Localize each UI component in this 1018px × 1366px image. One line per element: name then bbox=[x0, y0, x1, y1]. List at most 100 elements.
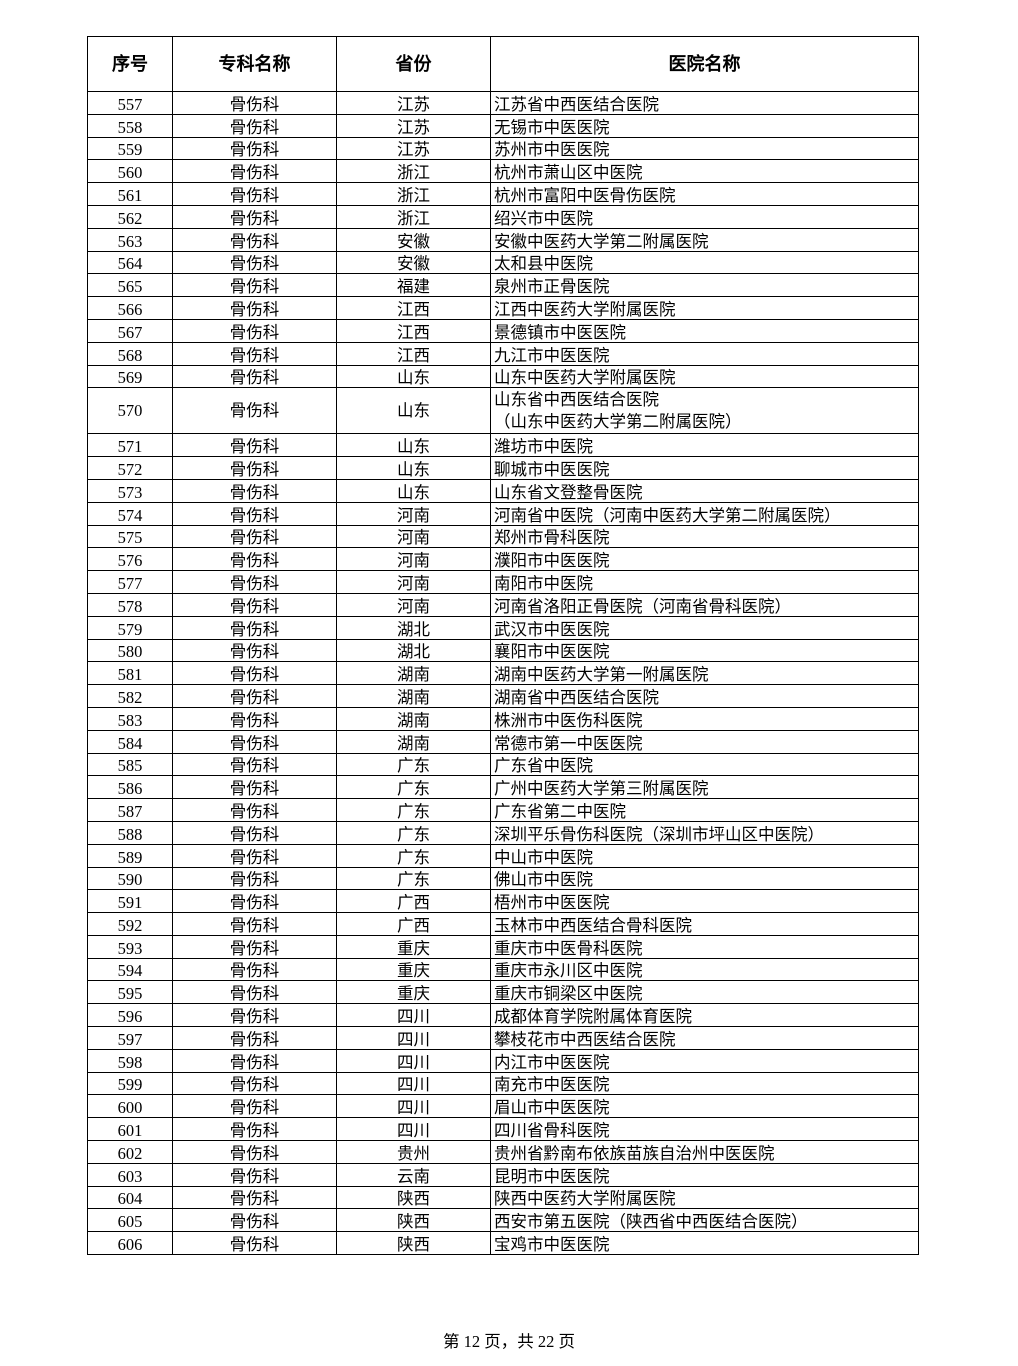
cell-province: 河南 bbox=[336, 524, 491, 549]
table-row: 584 骨伤科 湖南 常德市第一中医医院 bbox=[87, 729, 919, 754]
cell-index: 559 bbox=[87, 136, 173, 161]
cell-hospital: 湖南省中西医结合医院 bbox=[490, 684, 919, 708]
cell-province: 陕西 bbox=[336, 1185, 491, 1210]
header-province: 省份 bbox=[336, 36, 491, 92]
cell-index: 565 bbox=[87, 273, 173, 298]
cell-index: 568 bbox=[87, 341, 173, 366]
cell-index: 597 bbox=[87, 1026, 173, 1050]
cell-hospital: 武汉市中医医院 bbox=[490, 615, 919, 640]
cell-specialty: 骨伤科 bbox=[172, 1094, 337, 1119]
cell-specialty: 骨伤科 bbox=[172, 91, 337, 115]
cell-province: 江西 bbox=[336, 341, 491, 366]
cell-index: 587 bbox=[87, 798, 173, 822]
table-row: 562 骨伤科 浙江 绍兴市中医院 bbox=[87, 204, 919, 229]
cell-hospital: 昆明市中医医院 bbox=[490, 1162, 919, 1187]
cell-province: 四川 bbox=[336, 1071, 491, 1096]
header-index: 序号 bbox=[87, 36, 173, 92]
page-number: 第 12 页，共 22 页 bbox=[443, 1332, 575, 1351]
table-row: 561 骨伤科 浙江 杭州市富阳中医骨伤医院 bbox=[87, 182, 919, 206]
cell-specialty: 骨伤科 bbox=[172, 889, 337, 914]
cell-province: 河南 bbox=[336, 570, 491, 594]
table-row: 580 骨伤科 湖北 襄阳市中医医院 bbox=[87, 638, 919, 663]
cell-specialty: 骨伤科 bbox=[172, 136, 337, 161]
cell-index: 594 bbox=[87, 957, 173, 982]
cell-specialty: 骨伤科 bbox=[172, 524, 337, 549]
cell-hospital: 广东省中医院 bbox=[490, 752, 919, 777]
cell-specialty: 骨伤科 bbox=[172, 387, 337, 435]
table-row: 585 骨伤科 广东 广东省中医院 bbox=[87, 752, 919, 777]
cell-specialty: 骨伤科 bbox=[172, 729, 337, 754]
cell-province: 湖北 bbox=[336, 615, 491, 640]
cell-hospital: 中山市中医院 bbox=[490, 843, 919, 868]
cell-hospital: 泉州市正骨医院 bbox=[490, 273, 919, 298]
cell-hospital: 苏州市中医医院 bbox=[490, 136, 919, 161]
cell-province: 山东 bbox=[336, 456, 491, 480]
cell-index: 583 bbox=[87, 706, 173, 731]
cell-specialty: 骨伤科 bbox=[172, 547, 337, 572]
table-row: 592 骨伤科 广西 玉林市中西医结合骨科医院 bbox=[87, 912, 919, 936]
cell-province: 广西 bbox=[336, 912, 491, 936]
cell-province: 湖南 bbox=[336, 661, 491, 686]
table-row: 568 骨伤科 江西 九江市中医医院 bbox=[87, 341, 919, 366]
cell-specialty: 骨伤科 bbox=[172, 204, 337, 229]
cell-index: 592 bbox=[87, 912, 173, 936]
cell-hospital: 宝鸡市中医医院 bbox=[490, 1231, 919, 1256]
table-row: 599 骨伤科 四川 南充市中医医院 bbox=[87, 1071, 919, 1096]
table-row: 558 骨伤科 江苏 无锡市中医医院 bbox=[87, 113, 919, 138]
cell-index: 586 bbox=[87, 775, 173, 800]
cell-province: 河南 bbox=[336, 547, 491, 572]
cell-province: 四川 bbox=[336, 1094, 491, 1119]
cell-specialty: 骨伤科 bbox=[172, 980, 337, 1005]
cell-province: 安徽 bbox=[336, 250, 491, 275]
table-row: 574 骨伤科 河南 河南省中医院（河南中医药大学第二附属医院） bbox=[87, 501, 919, 526]
cell-province: 山东 bbox=[336, 364, 491, 389]
cell-province: 湖南 bbox=[336, 706, 491, 731]
cell-hospital: 贵州省黔南布依族苗族自治州中医医院 bbox=[490, 1140, 919, 1164]
cell-specialty: 骨伤科 bbox=[172, 1003, 337, 1028]
table-row: 600 骨伤科 四川 眉山市中医医院 bbox=[87, 1094, 919, 1119]
table-row: 591 骨伤科 广西 梧州市中医医院 bbox=[87, 889, 919, 914]
cell-index: 593 bbox=[87, 934, 173, 959]
table-row: 605 骨伤科 陕西 西安市第五医院（陕西省中西医结合医院） bbox=[87, 1208, 919, 1233]
cell-province: 重庆 bbox=[336, 934, 491, 959]
cell-hospital: 九江市中医医院 bbox=[490, 341, 919, 366]
cell-index: 567 bbox=[87, 318, 173, 343]
table-row: 606 骨伤科 陕西 宝鸡市中医医院 bbox=[87, 1231, 919, 1256]
cell-province: 安徽 bbox=[336, 227, 491, 252]
cell-specialty: 骨伤科 bbox=[172, 182, 337, 206]
cell-index: 570 bbox=[87, 387, 173, 435]
cell-index: 564 bbox=[87, 250, 173, 275]
cell-province: 重庆 bbox=[336, 980, 491, 1005]
cell-index: 589 bbox=[87, 843, 173, 868]
cell-index: 599 bbox=[87, 1071, 173, 1096]
cell-hospital: 陕西中医药大学附属医院 bbox=[490, 1185, 919, 1210]
cell-province: 河南 bbox=[336, 592, 491, 617]
cell-hospital: 南阳市中医院 bbox=[490, 570, 919, 594]
cell-specialty: 骨伤科 bbox=[172, 478, 337, 503]
cell-specialty: 骨伤科 bbox=[172, 752, 337, 777]
cell-province: 浙江 bbox=[336, 159, 491, 184]
cell-province: 陕西 bbox=[336, 1231, 491, 1256]
table-row: 560 骨伤科 浙江 杭州市萧山区中医院 bbox=[87, 159, 919, 184]
cell-index: 584 bbox=[87, 729, 173, 754]
cell-province: 江苏 bbox=[336, 91, 491, 115]
table-row: 589 骨伤科 广东 中山市中医院 bbox=[87, 843, 919, 868]
cell-province: 江苏 bbox=[336, 113, 491, 138]
hospital-name-line: 山东省中西医结合医院 bbox=[494, 390, 659, 410]
cell-province: 陕西 bbox=[336, 1208, 491, 1233]
cell-hospital: 山东中医药大学附属医院 bbox=[490, 364, 919, 389]
cell-province: 广东 bbox=[336, 843, 491, 868]
table-row: 590 骨伤科 广东 佛山市中医院 bbox=[87, 866, 919, 891]
cell-province: 四川 bbox=[336, 1117, 491, 1142]
cell-hospital: 濮阳市中医医院 bbox=[490, 547, 919, 572]
table-row: 583 骨伤科 湖南 株洲市中医伤科医院 bbox=[87, 706, 919, 731]
cell-specialty: 骨伤科 bbox=[172, 318, 337, 343]
cell-hospital: 内江市中医医院 bbox=[490, 1048, 919, 1073]
cell-index: 562 bbox=[87, 204, 173, 229]
cell-province: 广东 bbox=[336, 820, 491, 845]
cell-hospital: 景德镇市中医医院 bbox=[490, 318, 919, 343]
cell-specialty: 骨伤科 bbox=[172, 1231, 337, 1256]
cell-hospital: 江西中医药大学附属医院 bbox=[490, 296, 919, 320]
cell-hospital: 广州中医药大学第三附属医院 bbox=[490, 775, 919, 800]
cell-hospital: 眉山市中医医院 bbox=[490, 1094, 919, 1119]
